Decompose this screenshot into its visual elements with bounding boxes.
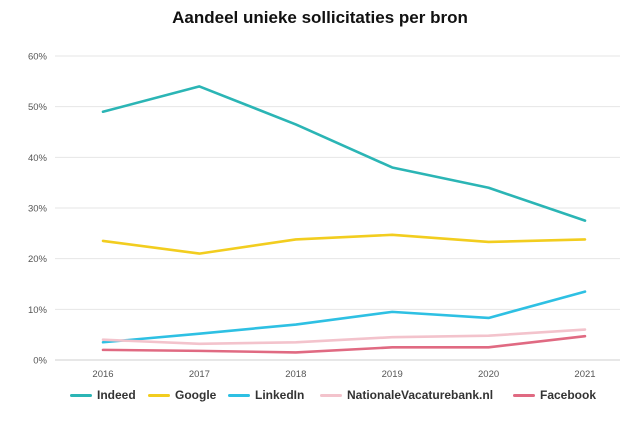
legend-swatch [148, 393, 170, 397]
y-tick-label: 50% [28, 102, 48, 113]
legend-item: NationaleVacaturebank.nl [320, 388, 493, 402]
line-chart: 0% 10% 20% 30% 40% 50% 60% 2016 2017 2018 2019 2020… [28, 52, 620, 380]
chart-legend: Indeed Google LinkedIn NationaleVacatureban… [0, 388, 640, 408]
legend-label: Google [175, 388, 217, 402]
legend-label: Indeed [97, 388, 136, 402]
legend-label: NationaleVacaturebank.nl [347, 388, 494, 402]
legend-item: LinkedIn [228, 388, 304, 402]
y-tick-label: 60% [28, 52, 48, 63]
x-tick-label: 2016 [92, 369, 113, 380]
x-tick-label: 2019 [382, 369, 403, 380]
x-tick-label: 2018 [285, 369, 306, 380]
series-line-facebook [101, 334, 587, 354]
y-tick-label: 10% [28, 305, 48, 316]
y-tick-label: 20% [28, 254, 48, 265]
y-tick-label: 0% [33, 356, 47, 367]
x-tick-label: 2021 [574, 369, 595, 380]
legend-swatch [513, 393, 535, 397]
legend-swatch [70, 393, 92, 397]
series-line-indeed [101, 85, 587, 222]
y-tick-label: 40% [28, 153, 48, 164]
legend-swatch [228, 393, 250, 397]
legend-label: LinkedIn [255, 388, 305, 402]
series-line-nationalevacaturebank-nl [101, 328, 587, 346]
legend-item: Facebook [513, 388, 596, 402]
legend-item: Indeed [70, 388, 136, 402]
legend-swatch [320, 393, 342, 397]
legend-label: Facebook [540, 388, 597, 402]
chart-title: Aandeel unieke sollicitaties per bron [172, 8, 468, 27]
y-tick-label: 30% [28, 204, 48, 215]
x-tick-label: 2017 [189, 369, 210, 380]
legend-item: Google [148, 388, 216, 402]
series-line-google [101, 233, 587, 255]
x-tick-label: 2020 [478, 369, 499, 380]
series-line-linkedin [101, 290, 587, 344]
